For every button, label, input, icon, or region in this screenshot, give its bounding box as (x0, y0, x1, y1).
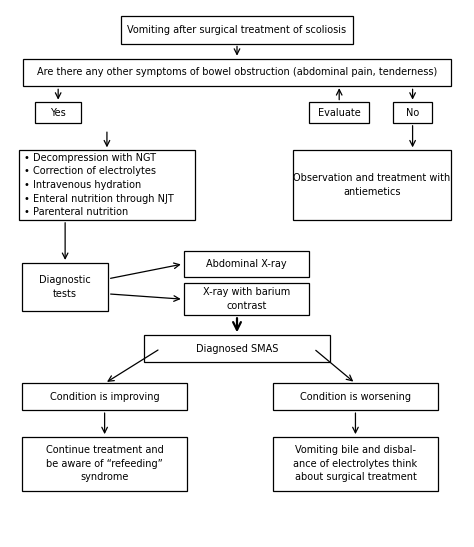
FancyBboxPatch shape (273, 383, 438, 410)
Text: Vomiting after surgical treatment of scoliosis: Vomiting after surgical treatment of sco… (128, 25, 346, 34)
FancyBboxPatch shape (35, 102, 82, 123)
FancyBboxPatch shape (144, 335, 330, 362)
Text: Condition is worsening: Condition is worsening (300, 392, 411, 402)
FancyBboxPatch shape (22, 437, 187, 491)
FancyBboxPatch shape (23, 59, 451, 86)
Text: Observation and treatment with
antiemetics: Observation and treatment with antiemeti… (293, 173, 450, 197)
FancyBboxPatch shape (121, 16, 353, 44)
Text: No: No (406, 108, 419, 118)
FancyBboxPatch shape (309, 102, 369, 123)
Text: Vomiting bile and disbal-
ance of electrolytes think
about surgical treatment: Vomiting bile and disbal- ance of electr… (293, 445, 418, 482)
FancyBboxPatch shape (22, 263, 108, 311)
Text: Abdominal X-ray: Abdominal X-ray (206, 259, 287, 269)
Text: Evaluate: Evaluate (318, 108, 361, 118)
FancyBboxPatch shape (183, 283, 309, 315)
FancyBboxPatch shape (183, 251, 309, 277)
Text: X-ray with barium
contrast: X-ray with barium contrast (203, 287, 290, 311)
Text: Continue treatment and
be aware of “refeeding”
syndrome: Continue treatment and be aware of “refe… (46, 445, 164, 482)
Text: Condition is improving: Condition is improving (50, 392, 159, 402)
Text: Are there any other symptoms of bowel obstruction (abdominal pain, tenderness): Are there any other symptoms of bowel ob… (37, 67, 437, 78)
FancyBboxPatch shape (273, 437, 438, 491)
FancyBboxPatch shape (293, 150, 451, 220)
FancyBboxPatch shape (18, 150, 195, 220)
FancyBboxPatch shape (393, 102, 432, 123)
FancyBboxPatch shape (22, 383, 187, 410)
Text: Yes: Yes (50, 108, 66, 118)
Text: Diagnostic
tests: Diagnostic tests (39, 275, 91, 299)
Text: Diagnosed SMAS: Diagnosed SMAS (196, 344, 278, 353)
Text: • Decompression with NGT
• Correction of electrolytes
• Intravenous hydration
• : • Decompression with NGT • Correction of… (24, 153, 174, 217)
